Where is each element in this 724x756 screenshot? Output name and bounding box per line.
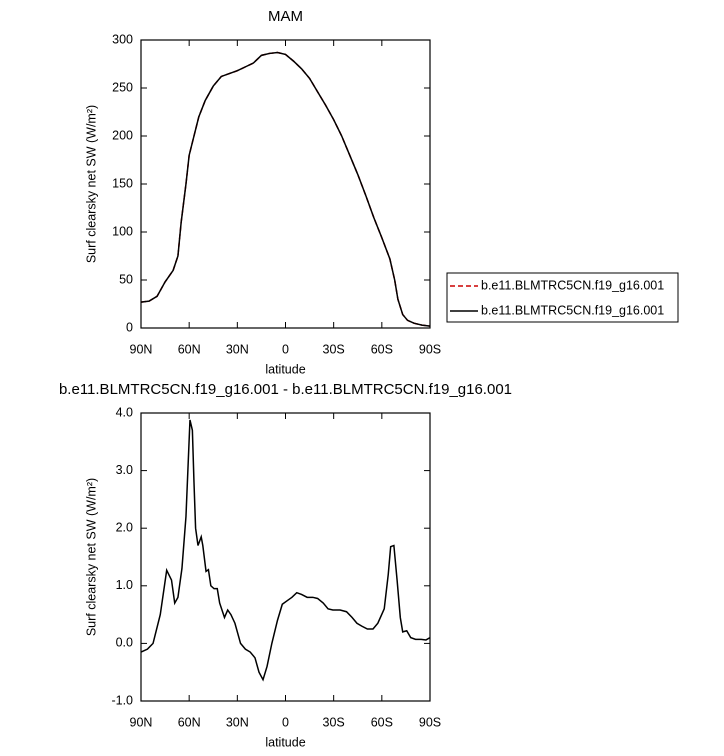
y-tick-label: 250: [112, 80, 133, 94]
x-tick-label: 90S: [419, 342, 441, 356]
y-tick-label: 200: [112, 128, 133, 142]
x-tick-label: 0: [282, 715, 289, 729]
y-tick-label: 300: [112, 32, 133, 46]
x-tick-label: 90N: [130, 342, 153, 356]
x-tick-label: 30N: [226, 342, 249, 356]
x-tick-label: 30S: [323, 715, 345, 729]
y-tick-label: 0.0: [116, 636, 133, 650]
x-axis-label: latitude: [265, 735, 305, 749]
data-line: [140, 51, 431, 327]
x-tick-label: 60S: [371, 715, 393, 729]
x-axis-label: latitude: [265, 362, 305, 376]
y-tick-label: 0: [126, 320, 133, 334]
x-tick-label: 30S: [323, 342, 345, 356]
chart-title: MAM: [268, 8, 303, 25]
y-tick-label: -1.0: [111, 693, 133, 707]
x-tick-label: 60N: [178, 715, 201, 729]
legend-label: b.e11.BLMTRC5CN.f19_g16.001: [481, 303, 664, 317]
x-tick-label: 90S: [419, 715, 441, 729]
y-axis-label: Surf clearsky net SW (W/m²): [84, 105, 98, 263]
y-tick-label: 100: [112, 224, 133, 238]
y-tick-label: 4.0: [116, 405, 133, 419]
x-tick-label: 0: [282, 342, 289, 356]
y-axis-label: Surf clearsky net SW (W/m²): [84, 478, 98, 636]
y-tick-label: 3.0: [116, 463, 133, 477]
x-tick-label: 30N: [226, 715, 249, 729]
y-tick-label: 1.0: [116, 578, 133, 592]
data-line: [140, 419, 431, 682]
y-tick-label: 2.0: [116, 520, 133, 534]
x-tick-label: 60N: [178, 342, 201, 356]
plot-frame: [140, 412, 431, 702]
legend-box: [446, 272, 679, 323]
legend-label: b.e11.BLMTRC5CN.f19_g16.001: [481, 278, 664, 292]
data-line: [140, 51, 431, 327]
x-tick-label: 90N: [130, 715, 153, 729]
chart-title: b.e11.BLMTRC5CN.f19_g16.001 - b.e11.BLMT…: [59, 381, 512, 398]
plot-frame: [140, 39, 431, 329]
y-tick-label: 50: [119, 272, 133, 286]
y-tick-label: 150: [112, 176, 133, 190]
x-tick-label: 60S: [371, 342, 393, 356]
